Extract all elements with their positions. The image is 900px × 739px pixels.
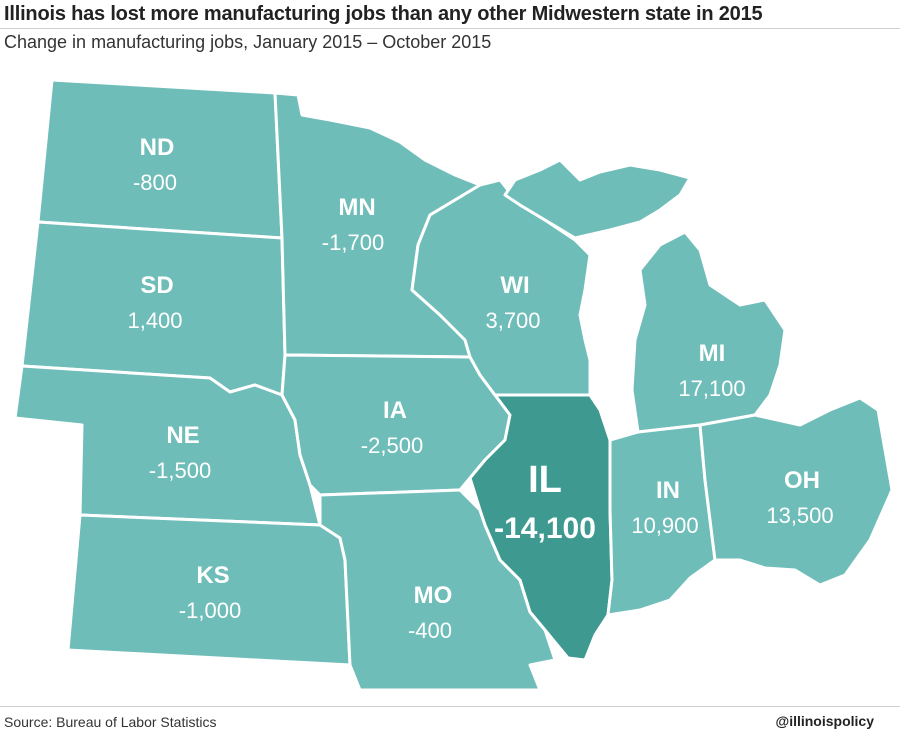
footer-divider (0, 706, 900, 707)
label-sd-value: 1,400 (127, 308, 182, 333)
label-ia-abbr: IA (383, 397, 407, 424)
label-ne-value: -1,500 (149, 458, 211, 483)
source-credit: Source: Bureau of Labor Statistics (4, 714, 217, 730)
label-il-abbr: IL (528, 459, 562, 501)
label-mn-abbr: MN (338, 194, 375, 221)
social-handle: @illinoispolicy (775, 713, 874, 729)
title-divider (0, 28, 900, 29)
label-in-value: 10,900 (631, 513, 698, 538)
page-title: Illinois has lost more manufacturing job… (4, 3, 763, 25)
label-wi-value: 3,700 (485, 308, 540, 333)
label-il-value: -14,100 (494, 512, 596, 545)
page-subtitle: Change in manufacturing jobs, January 20… (4, 32, 492, 52)
label-ks-value: -1,000 (179, 598, 241, 623)
state-ks[interactable] (66, 513, 352, 667)
state-in[interactable] (606, 423, 717, 617)
label-oh-value: 13,500 (766, 503, 833, 528)
label-nd-value: -800 (133, 170, 177, 195)
label-nd-abbr: ND (140, 134, 175, 161)
state-mi[interactable] (630, 230, 787, 434)
label-in-abbr: IN (656, 477, 680, 504)
label-mo-value: -400 (408, 618, 452, 643)
label-oh-abbr: OH (784, 467, 820, 494)
label-mo-abbr: MO (414, 582, 453, 609)
label-sd-abbr: SD (140, 272, 173, 299)
label-ne-abbr: NE (166, 422, 199, 449)
label-mi-value: 17,100 (678, 376, 745, 401)
state-wi[interactable] (410, 178, 592, 397)
state-oh[interactable] (698, 396, 894, 587)
label-mn-value: -1,700 (322, 230, 384, 255)
state-mi-upper[interactable] (503, 158, 692, 240)
label-ia-value: -2,500 (361, 433, 423, 458)
label-wi-abbr: WI (500, 272, 529, 299)
label-mi-abbr: MI (699, 340, 726, 367)
label-ks-abbr: KS (196, 562, 229, 589)
